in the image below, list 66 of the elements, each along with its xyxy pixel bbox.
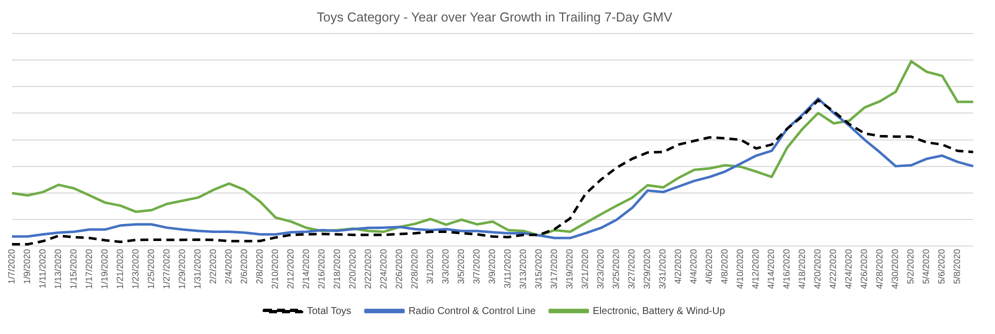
x-tick-label: 2/12/2020: [286, 248, 296, 290]
x-tick-label: 3/21/2020: [580, 248, 590, 290]
x-tick-label: 2/24/2020: [378, 248, 389, 290]
x-tick-label: 2/18/2020: [332, 248, 342, 290]
x-tick-label: 3/31/2020: [658, 248, 668, 290]
x-tick-label: 2/6/2020: [239, 248, 250, 284]
x-tick-label: 3/29/2020: [642, 248, 652, 290]
x-tick-label: 2/16/2020: [316, 248, 327, 290]
x-tick-label: 5/6/2020: [936, 248, 947, 284]
chart-title: Toys Category - Year over Year Growth in Trailing 7-Day GMV: [316, 9, 673, 24]
x-tick-label: 3/23/2020: [596, 248, 606, 290]
x-tick-label: 1/31/2020: [192, 248, 203, 290]
x-tick-label: 4/18/2020: [797, 248, 808, 290]
x-tick-label: 4/6/2020: [704, 248, 714, 284]
x-tick-label: 4/14/2020: [766, 248, 776, 290]
x-tick-label: 4/24/2020: [844, 248, 854, 290]
x-tick-label: 3/15/2020: [534, 248, 544, 290]
x-tick-label: 4/4/2020: [688, 248, 699, 284]
x-tick-label: 3/3/2020: [440, 248, 451, 284]
x-tick-label: 2/14/2020: [301, 248, 312, 290]
x-tick-label: 3/27/2020: [626, 248, 637, 290]
x-tick-label: 1/29/2020: [177, 248, 188, 290]
x-tick-label: 1/21/2020: [115, 248, 126, 290]
x-tick-label: 1/19/2020: [100, 248, 110, 290]
x-tick-label: 2/2/2020: [208, 248, 218, 284]
x-tick-label: 4/2/2020: [673, 248, 684, 284]
x-tick-label: 4/28/2020: [874, 248, 885, 290]
x-tick-label: 3/9/2020: [487, 248, 498, 284]
legend-label: Radio Control & Control Line: [408, 306, 536, 317]
x-tick-label: 1/27/2020: [162, 248, 172, 290]
x-tick-label: 2/26/2020: [394, 248, 404, 290]
x-tick-label: 3/13/2020: [518, 248, 528, 290]
x-tick-label: 1/17/2020: [84, 248, 94, 290]
x-tick-label: 1/9/2020: [22, 248, 32, 284]
x-tick-label: 3/1/2020: [425, 248, 436, 284]
x-tick-label: 5/4/2020: [921, 248, 932, 284]
x-tick-label: 2/10/2020: [270, 248, 280, 290]
x-tick-label: 4/8/2020: [720, 248, 730, 284]
x-tick-label: 5/8/2020: [952, 248, 962, 284]
x-tick-label: 4/26/2020: [859, 248, 870, 290]
x-tick-label: 1/7/2020: [6, 248, 16, 284]
x-tick-label: 3/25/2020: [611, 248, 622, 290]
x-tick-label: 4/10/2020: [735, 248, 746, 290]
x-tick-label: 1/13/2020: [52, 248, 63, 290]
x-tick-label: 2/20/2020: [348, 248, 358, 290]
x-tick-label: 3/11/2020: [502, 248, 513, 288]
x-tick-label: 3/5/2020: [456, 248, 466, 284]
x-tick-label: 5/2/2020: [906, 248, 916, 284]
x-tick-label: 4/20/2020: [812, 248, 823, 290]
x-tick-label: 3/17/2020: [549, 248, 560, 290]
x-tick-label: 3/7/2020: [472, 248, 482, 284]
x-tick-label: 2/4/2020: [224, 248, 234, 284]
x-tick-label: 3/19/2020: [564, 248, 575, 290]
x-tick-label: 2/8/2020: [254, 248, 265, 284]
x-tick-label: 2/22/2020: [363, 248, 374, 290]
legend-label: Electronic, Battery & Wind-Up: [592, 306, 726, 317]
x-tick-label: 4/30/2020: [890, 248, 900, 290]
x-tick-label: 2/28/2020: [410, 248, 420, 290]
x-tick-label: 4/12/2020: [750, 248, 761, 290]
x-tick-label: 4/22/2020: [828, 248, 838, 290]
x-tick-label: 1/15/2020: [68, 248, 78, 290]
legend-label: Total Toys: [306, 306, 352, 317]
x-tick-label: 1/11/2020: [37, 248, 48, 288]
x-tick-label: 4/16/2020: [782, 248, 792, 290]
x-tick-label: 1/23/2020: [130, 248, 141, 290]
x-tick-label: 1/25/2020: [146, 248, 156, 290]
